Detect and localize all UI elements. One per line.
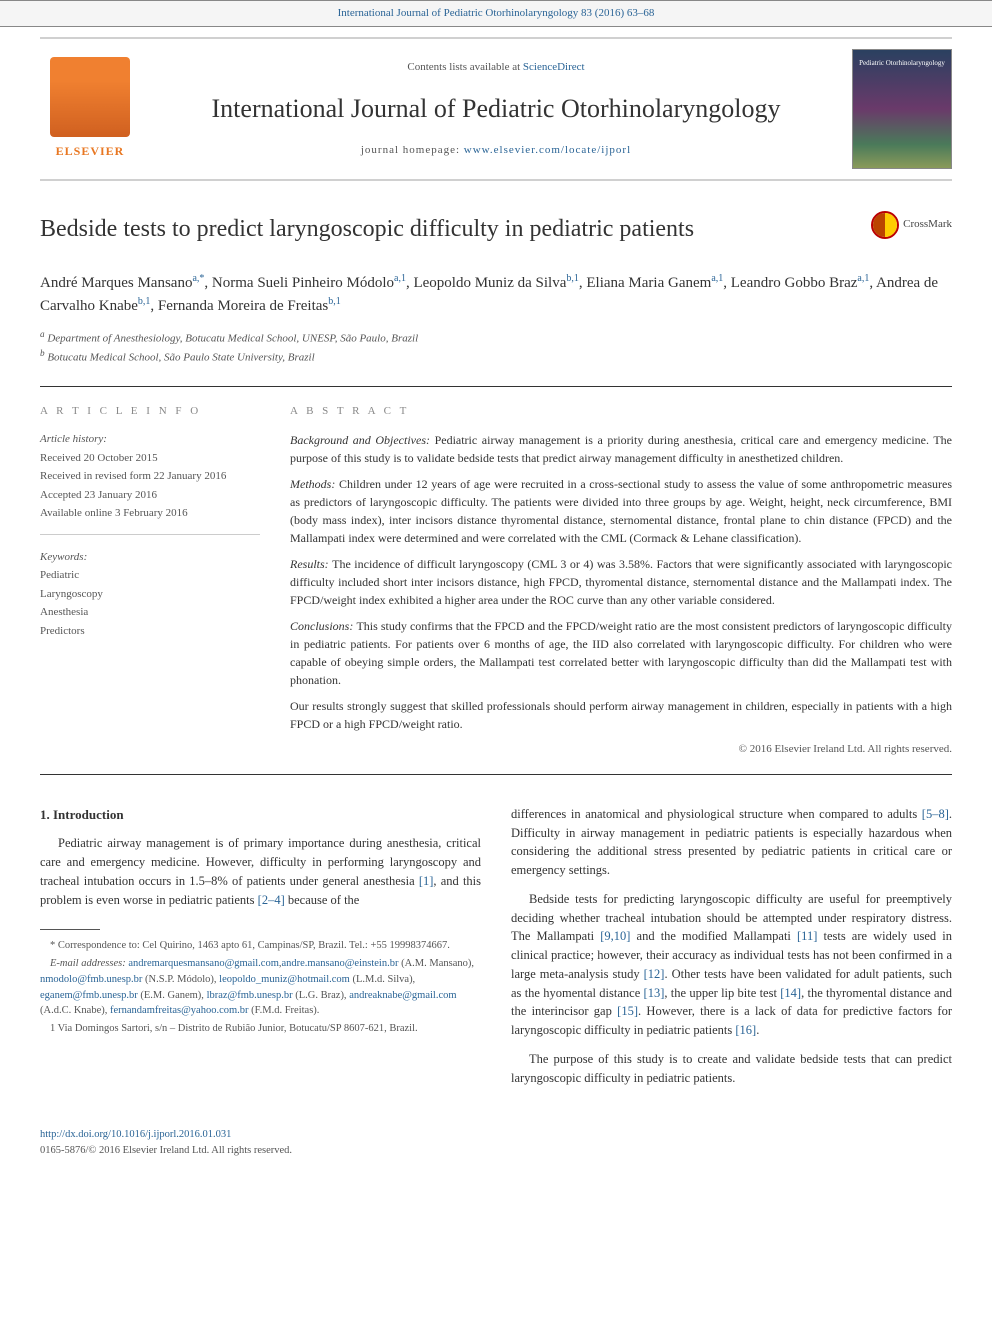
footnote-rule: [40, 929, 100, 930]
info-abstract-row: A R T I C L E I N F O Article history: R…: [40, 386, 952, 775]
history-line: Available online 3 February 2016: [40, 505, 260, 522]
crossmark-icon: [871, 211, 899, 239]
homepage-link[interactable]: www.elsevier.com/locate/ijporl: [464, 144, 631, 156]
doi-link[interactable]: http://dx.doi.org/10.1016/j.ijporl.2016.…: [40, 1129, 231, 1140]
email-link[interactable]: fernandamfreitas@yahoo.com.br: [110, 1005, 249, 1016]
keyword: Laryngoscopy: [40, 586, 260, 603]
running-head-text[interactable]: International Journal of Pediatric Otorh…: [338, 7, 655, 19]
homepage-prefix: journal homepage:: [361, 144, 464, 156]
cover-label: Pediatric Otorhinolaryngology: [859, 58, 945, 69]
article-history-block: Article history: Received 20 October 201…: [40, 431, 260, 535]
body-paragraph: differences in anatomical and physiologi…: [511, 805, 952, 880]
history-heading: Article history:: [40, 431, 260, 448]
email-link[interactable]: eganem@fmb.unesp.br: [40, 990, 138, 1001]
email-link[interactable]: nmodolo@fmb.unesp.br: [40, 974, 142, 985]
body-paragraph: The purpose of this study is to create a…: [511, 1050, 952, 1088]
affiliations: a Department of Anesthesiology, Botucatu…: [40, 328, 952, 366]
intro-heading: 1. Introduction: [40, 805, 481, 825]
email-link[interactable]: lbraz@fmb.unesp.br: [207, 990, 293, 1001]
abstract-column: A B S T R A C T Background and Objective…: [290, 403, 952, 758]
keywords-block: Keywords: Pediatric Laryngoscopy Anesthe…: [40, 549, 260, 652]
corresponding-note: * Correspondence to: Cel Quirino, 1463 a…: [40, 938, 481, 954]
article-title: Bedside tests to predict laryngoscopic d…: [40, 211, 871, 247]
masthead: ELSEVIER Contents lists available at Sci…: [40, 37, 952, 181]
journal-name: International Journal of Pediatric Otorh…: [160, 89, 832, 128]
contents-prefix: Contents lists available at: [407, 61, 522, 73]
keyword: Anesthesia: [40, 604, 260, 621]
abstract-copyright: © 2016 Elsevier Ireland Ltd. All rights …: [290, 741, 952, 758]
journal-cover-image: Pediatric Otorhinolaryngology: [852, 49, 952, 169]
abstract-paragraph: Results: The incidence of difficult lary…: [290, 555, 952, 609]
abstract-section-label: Background and Objectives:: [290, 433, 435, 447]
elsevier-tree-icon: [50, 57, 130, 137]
keyword: Predictors: [40, 623, 260, 640]
crossmark-badge[interactable]: CrossMark: [871, 211, 952, 239]
body-paragraph: Bedside tests for predicting laryngoscop…: [511, 890, 952, 1040]
email-link[interactable]: andreaknabe@gmail.com: [349, 990, 456, 1001]
elsevier-wordmark: ELSEVIER: [56, 142, 125, 160]
abstract-label: A B S T R A C T: [290, 403, 952, 420]
history-line: Accepted 23 January 2016: [40, 487, 260, 504]
doi-block: http://dx.doi.org/10.1016/j.ijporl.2016.…: [40, 1127, 952, 1159]
article-head: Bedside tests to predict laryngoscopic d…: [40, 211, 952, 261]
abstract-paragraph: Conclusions: This study confirms that th…: [290, 617, 952, 689]
body-columns: 1. Introduction Pediatric airway managem…: [40, 805, 952, 1098]
authors-line: André Marques Mansanoa,*, Norma Sueli Pi…: [40, 271, 952, 318]
email-link[interactable]: andre.mansano@einstein.br: [281, 958, 398, 969]
abstract-section-label: Results:: [290, 557, 332, 571]
article-info-column: A R T I C L E I N F O Article history: R…: [40, 403, 260, 758]
running-head: International Journal of Pediatric Otorh…: [0, 0, 992, 27]
body-right-column: differences in anatomical and physiologi…: [511, 805, 952, 1098]
footnote-1: 1 Via Domingos Sartori, s/n – Distrito d…: [40, 1021, 481, 1037]
abstract-section-label: Conclusions:: [290, 619, 356, 633]
abstract-body: Background and Objectives: Pediatric air…: [290, 431, 952, 733]
contents-line: Contents lists available at ScienceDirec…: [160, 59, 832, 76]
sciencedirect-link[interactable]: ScienceDirect: [523, 61, 585, 73]
body-paragraph: Pediatric airway management is of primar…: [40, 834, 481, 909]
body-left-column: 1. Introduction Pediatric airway managem…: [40, 805, 481, 1098]
history-line: Received in revised form 22 January 2016: [40, 468, 260, 485]
footnotes: * Correspondence to: Cel Quirino, 1463 a…: [40, 938, 481, 1037]
homepage-line: journal homepage: www.elsevier.com/locat…: [160, 142, 832, 159]
email-link[interactable]: andremarquesmansano@gmail.com: [128, 958, 279, 969]
keyword: Pediatric: [40, 567, 260, 584]
elsevier-logo[interactable]: ELSEVIER: [40, 49, 140, 169]
crossmark-label: CrossMark: [903, 216, 952, 233]
abstract-paragraph: Background and Objectives: Pediatric air…: [290, 431, 952, 467]
article-info-label: A R T I C L E I N F O: [40, 403, 260, 420]
history-line: Received 20 October 2015: [40, 450, 260, 467]
abstract-paragraph: Methods: Children under 12 years of age …: [290, 475, 952, 547]
email-link[interactable]: leopoldo_muniz@hotmail.com: [219, 974, 350, 985]
affiliation-a: a Department of Anesthesiology, Botucatu…: [40, 328, 952, 347]
abstract-section-label: Methods:: [290, 477, 339, 491]
masthead-center: Contents lists available at ScienceDirec…: [160, 49, 832, 169]
affiliation-b: b Botucatu Medical School, São Paulo Sta…: [40, 347, 952, 366]
keywords-heading: Keywords:: [40, 549, 260, 566]
abstract-paragraph: Our results strongly suggest that skille…: [290, 697, 952, 733]
email-addresses: E-mail addresses: andremarquesmansano@gm…: [40, 956, 481, 1019]
issn-copyright: 0165-5876/© 2016 Elsevier Ireland Ltd. A…: [40, 1143, 952, 1159]
